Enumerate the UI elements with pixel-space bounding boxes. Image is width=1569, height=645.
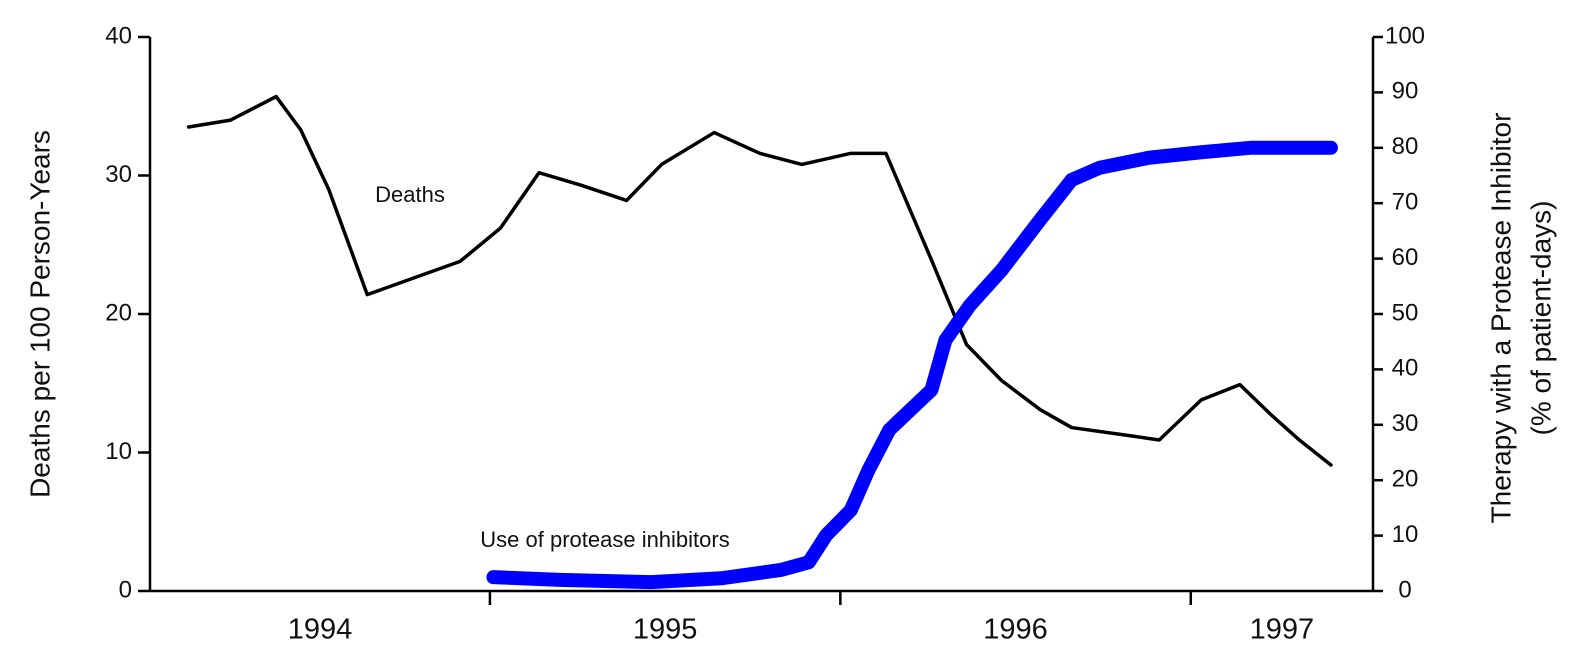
y-tick-label: 30 [105, 161, 132, 188]
y2-tick-label: 20 [1392, 466, 1419, 493]
y-axis-title: Deaths per 100 Person-Years [24, 130, 55, 498]
series-line [486, 140, 1338, 590]
series-line [186, 94, 1333, 467]
y2-tick-label: 30 [1392, 410, 1419, 437]
x-band-label: 1994 [288, 614, 353, 645]
y2-tick-label: 80 [1392, 133, 1419, 160]
y-tick-label: 10 [105, 438, 132, 465]
x-band-label: 1996 [983, 614, 1048, 645]
annotation: Deaths [375, 182, 445, 207]
y2-tick-label: 100 [1385, 22, 1425, 49]
y2-tick-label: 50 [1392, 299, 1419, 326]
y-tick-label: 40 [105, 22, 132, 49]
x-band-label: 1995 [633, 614, 698, 645]
y2-axis-title: Therapy with a Protease Inhibitor [1485, 113, 1516, 524]
y2-tick-label: 0 [1398, 576, 1411, 603]
axes [148, 37, 1375, 593]
y2-tick-label: 70 [1392, 189, 1419, 216]
y2-tick-label: 10 [1392, 521, 1419, 548]
annotation: Use of protease inhibitors [480, 527, 729, 552]
y2-axis-title: (% of patient-days) [1525, 201, 1556, 436]
x-band-label: 1997 [1250, 614, 1315, 645]
y-tick-label: 20 [105, 299, 132, 326]
y2-tick-label: 40 [1392, 355, 1419, 382]
y2-tick-label: 90 [1392, 78, 1419, 105]
y2-tick-label: 60 [1392, 244, 1419, 271]
y-tick-label: 0 [119, 576, 132, 603]
